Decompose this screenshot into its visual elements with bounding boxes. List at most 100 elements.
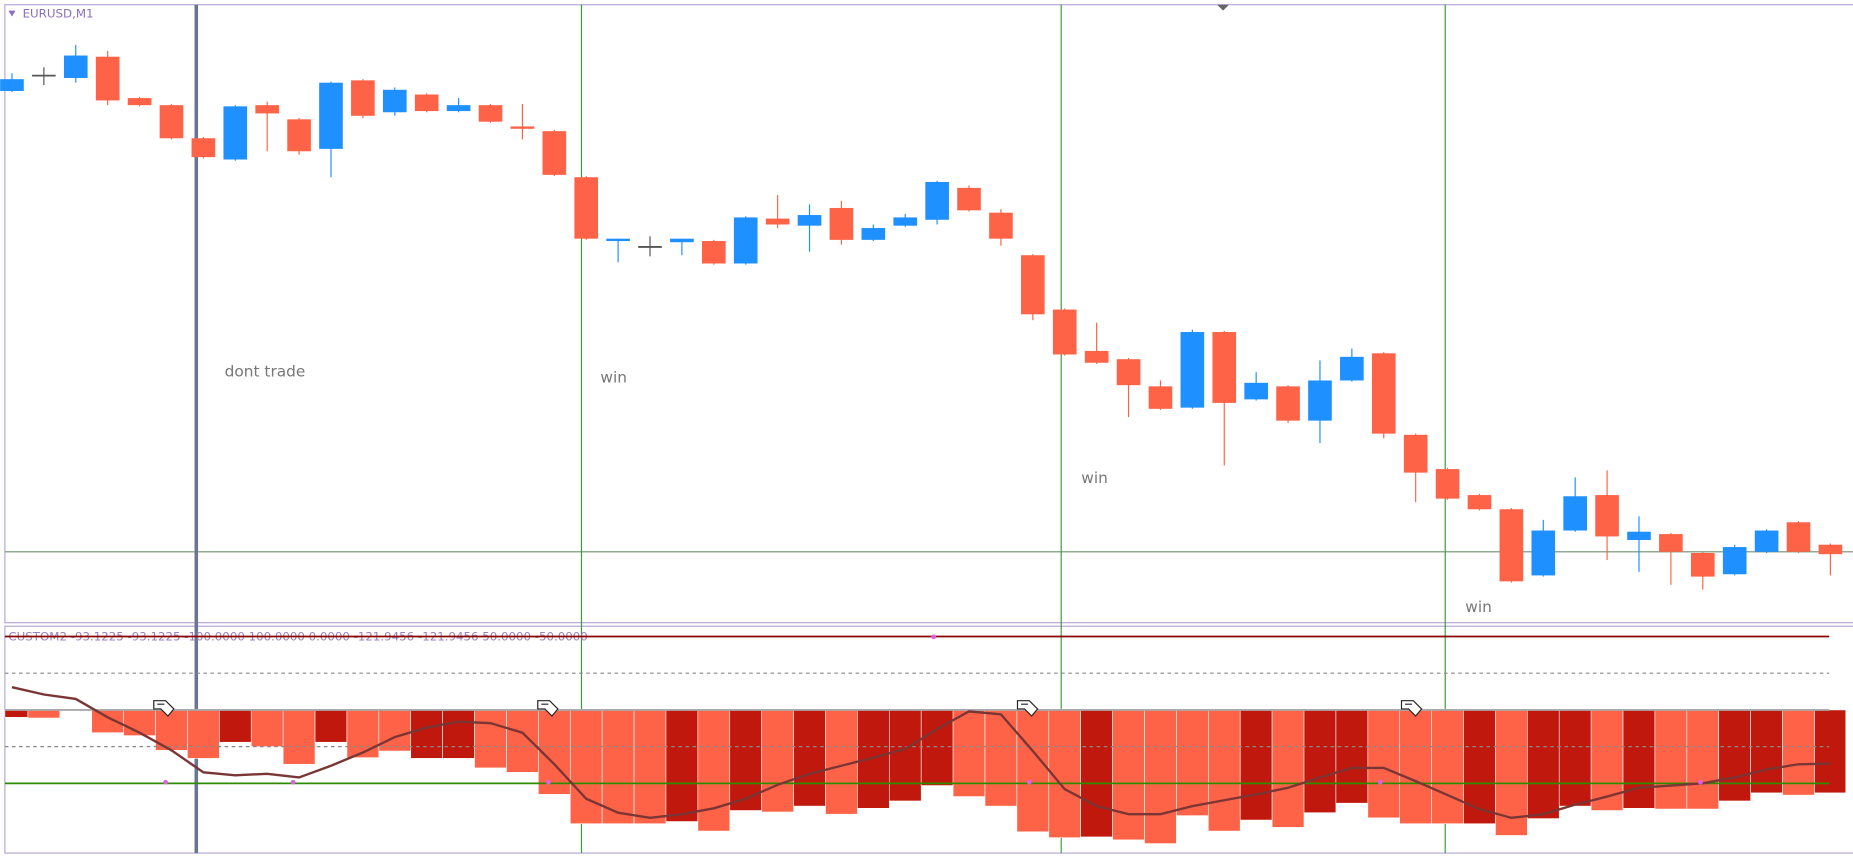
candle-body bbox=[63, 55, 88, 78]
candle-body bbox=[223, 106, 248, 160]
histogram-bar bbox=[1112, 709, 1145, 841]
candle-body bbox=[1276, 386, 1300, 421]
candle-body bbox=[255, 105, 280, 114]
indicator-pane bbox=[4, 625, 1853, 854]
candle-body bbox=[1052, 309, 1077, 355]
histogram-bar bbox=[984, 709, 1018, 807]
annotation: win bbox=[1465, 598, 1492, 616]
histogram-bar bbox=[410, 709, 443, 759]
annotation: dont trade bbox=[225, 363, 306, 381]
candle-body bbox=[1084, 350, 1109, 363]
candle-body bbox=[1499, 509, 1524, 582]
histogram-bar bbox=[1431, 709, 1464, 825]
histogram-bar bbox=[1399, 709, 1432, 825]
collapse-icon[interactable] bbox=[8, 10, 16, 17]
candle-body bbox=[1627, 531, 1651, 540]
candle-body bbox=[702, 241, 726, 264]
candle-body bbox=[95, 56, 120, 101]
histogram-bar bbox=[187, 709, 220, 759]
histogram-bar bbox=[665, 709, 699, 822]
histogram-bar bbox=[27, 709, 61, 719]
candle-body bbox=[478, 105, 503, 122]
histogram-bar bbox=[1718, 709, 1751, 802]
candle-body bbox=[446, 105, 471, 112]
candle-body bbox=[1531, 530, 1556, 576]
candle-body bbox=[957, 187, 981, 211]
candle-body bbox=[574, 177, 599, 239]
signal-dot bbox=[1377, 779, 1383, 785]
histogram-bar bbox=[1048, 709, 1081, 838]
histogram-bar bbox=[219, 709, 252, 743]
signal-icons bbox=[153, 634, 1703, 785]
candle-body bbox=[1308, 380, 1332, 421]
signal-dot bbox=[290, 779, 296, 785]
histogram-bar bbox=[857, 709, 890, 809]
signal-arrow bbox=[1016, 700, 1039, 717]
histogram-bar bbox=[729, 709, 762, 811]
histogram-bar bbox=[1080, 709, 1113, 838]
histogram-bar bbox=[601, 709, 635, 825]
candle-body bbox=[829, 207, 854, 240]
histogram-bar bbox=[1527, 709, 1560, 819]
candle-body bbox=[1435, 469, 1460, 499]
candle-body bbox=[1180, 332, 1205, 408]
histogram-bar bbox=[1144, 709, 1177, 844]
candle-body bbox=[925, 181, 949, 220]
histogram-bar bbox=[378, 709, 412, 752]
candle-body bbox=[287, 119, 311, 152]
histogram-bar bbox=[793, 709, 826, 807]
candle-body bbox=[1148, 386, 1173, 409]
histogram-bar bbox=[1750, 709, 1783, 794]
candle-body bbox=[351, 80, 375, 116]
candle-body bbox=[191, 138, 216, 158]
histogram-bar bbox=[314, 709, 348, 743]
candle-body bbox=[1371, 353, 1396, 434]
histogram-bar bbox=[4, 709, 29, 718]
candle-body bbox=[1786, 522, 1811, 552]
candle-body bbox=[1722, 547, 1747, 575]
signal-arrow bbox=[1400, 700, 1423, 717]
signal-arrow bbox=[537, 700, 559, 717]
shift-marker bbox=[1217, 4, 1229, 11]
histogram-bar bbox=[346, 709, 380, 758]
histogram-bar bbox=[1303, 709, 1337, 814]
candle-body bbox=[1212, 332, 1237, 403]
histogram-bar bbox=[123, 709, 156, 736]
signal-dot bbox=[1026, 779, 1032, 785]
histogram-bar bbox=[1558, 709, 1592, 807]
histogram-bar bbox=[1271, 709, 1305, 828]
histogram-bar bbox=[1016, 709, 1050, 833]
candle-body bbox=[0, 79, 24, 91]
price-pane bbox=[4, 4, 1853, 624]
candle-body bbox=[733, 217, 758, 264]
histogram-bar bbox=[569, 709, 603, 825]
histogram-bar bbox=[474, 709, 507, 769]
signal-dot bbox=[931, 634, 936, 640]
histogram-bar bbox=[250, 709, 284, 747]
candle-body bbox=[1659, 534, 1683, 552]
candle-body bbox=[510, 126, 535, 129]
candle-body bbox=[989, 212, 1013, 239]
histogram-bar bbox=[1622, 709, 1656, 809]
histogram-bar bbox=[1782, 709, 1815, 796]
histogram-bar bbox=[506, 709, 539, 773]
candle-body bbox=[861, 228, 886, 240]
histogram-bar bbox=[952, 709, 986, 797]
candle-body bbox=[1116, 359, 1141, 386]
candle-body bbox=[1754, 530, 1779, 552]
candle-body bbox=[159, 105, 184, 139]
histogram-bar bbox=[920, 709, 954, 786]
candle-body bbox=[1244, 382, 1268, 400]
histogram-bar bbox=[1367, 709, 1401, 819]
candle-body bbox=[1340, 356, 1364, 381]
annotation: win bbox=[1081, 469, 1108, 487]
histogram-bar bbox=[1176, 709, 1209, 816]
histogram-bar bbox=[1239, 709, 1273, 821]
histogram-bar bbox=[888, 709, 922, 802]
candle-body bbox=[1818, 544, 1843, 555]
histogram-bar bbox=[697, 709, 731, 832]
candle-body bbox=[382, 89, 407, 113]
candle-body bbox=[319, 82, 343, 149]
candle-body bbox=[127, 98, 152, 106]
